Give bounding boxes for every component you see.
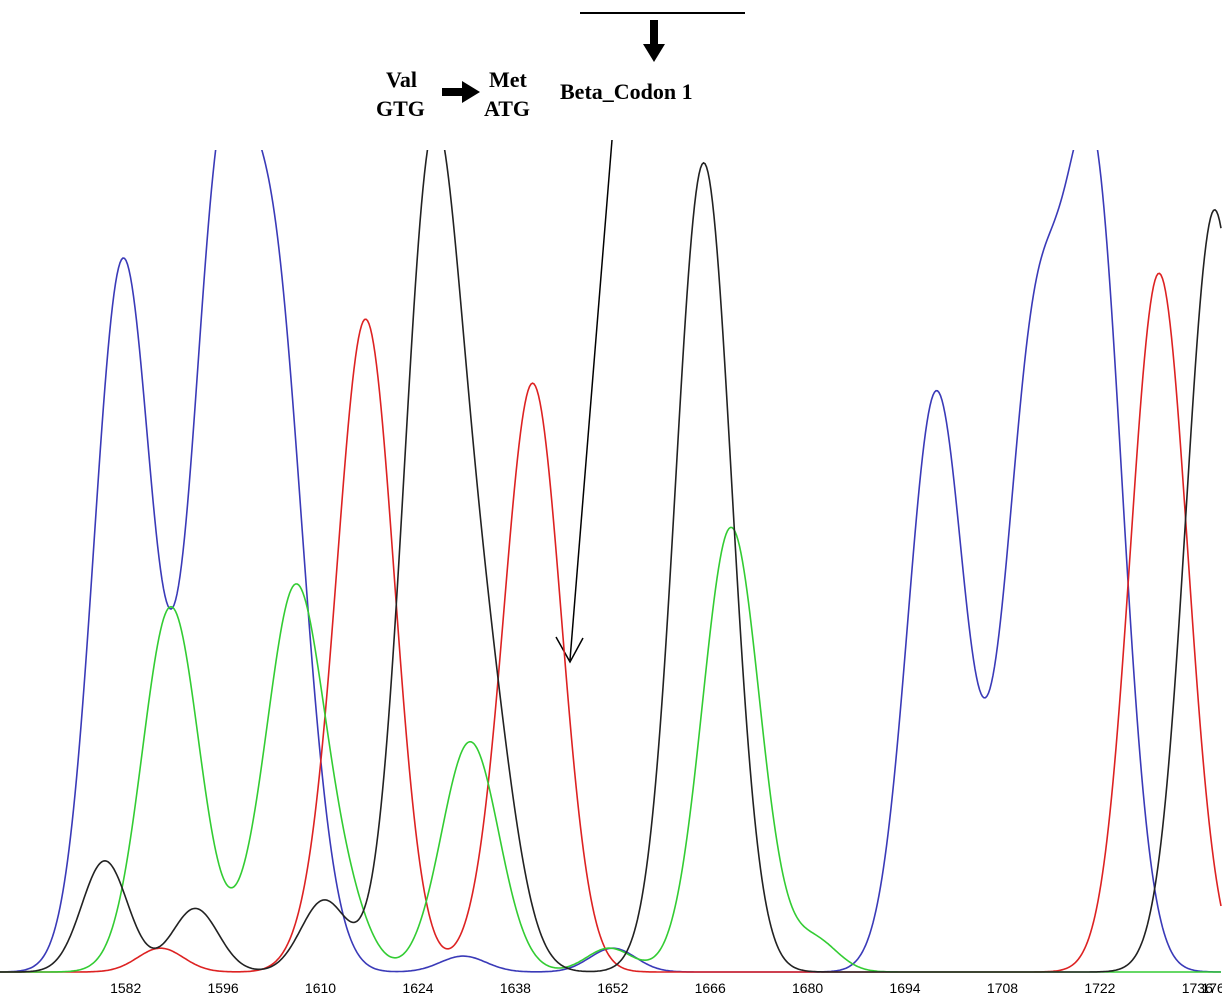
x-tick-label: 1708 [987,980,1018,996]
from-codon: GTG [376,96,425,121]
from-amino-acid: Val [386,67,417,92]
pointer-arrow-line [569,139,613,661]
x-tick-label: 1652 [597,980,628,996]
x-axis-ticks: 1582 1596 1610 1624 1638 1652 1666 1680 1694 1708… [110,980,1222,996]
x-tick-label: 1610 [305,980,336,996]
mutation-arrow-head [462,81,480,103]
trace-3 [0,150,1222,973]
pointer-arrow-head [555,636,584,664]
x-tick-label: 1680 [792,980,823,996]
x-tick-label: 1582 [110,980,141,996]
trace-1 [0,272,1222,973]
x-tick-label: 1666 [695,980,726,996]
codon-down-arrow-head [643,44,665,62]
x-tick-label: 1638 [500,980,531,996]
x-tick-label: 1596 [208,980,239,996]
trace-2 [0,526,1221,973]
trace-0 [0,150,1222,973]
trace-layer [0,150,1222,973]
x-tick-label: 1624 [402,980,433,996]
x-tick-label: 176 [1201,980,1222,996]
codon-down-arrow-shaft [650,20,658,46]
to-amino-acid: Met [489,67,528,92]
x-tick-label: 1736 [1182,980,1213,996]
x-tick-label: 1694 [889,980,920,996]
mutation-arrow-shaft [442,88,464,96]
codon-label: Beta_Codon 1 [560,79,693,104]
x-tick-label: 1722 [1084,980,1115,996]
to-codon: ATG [484,96,530,121]
